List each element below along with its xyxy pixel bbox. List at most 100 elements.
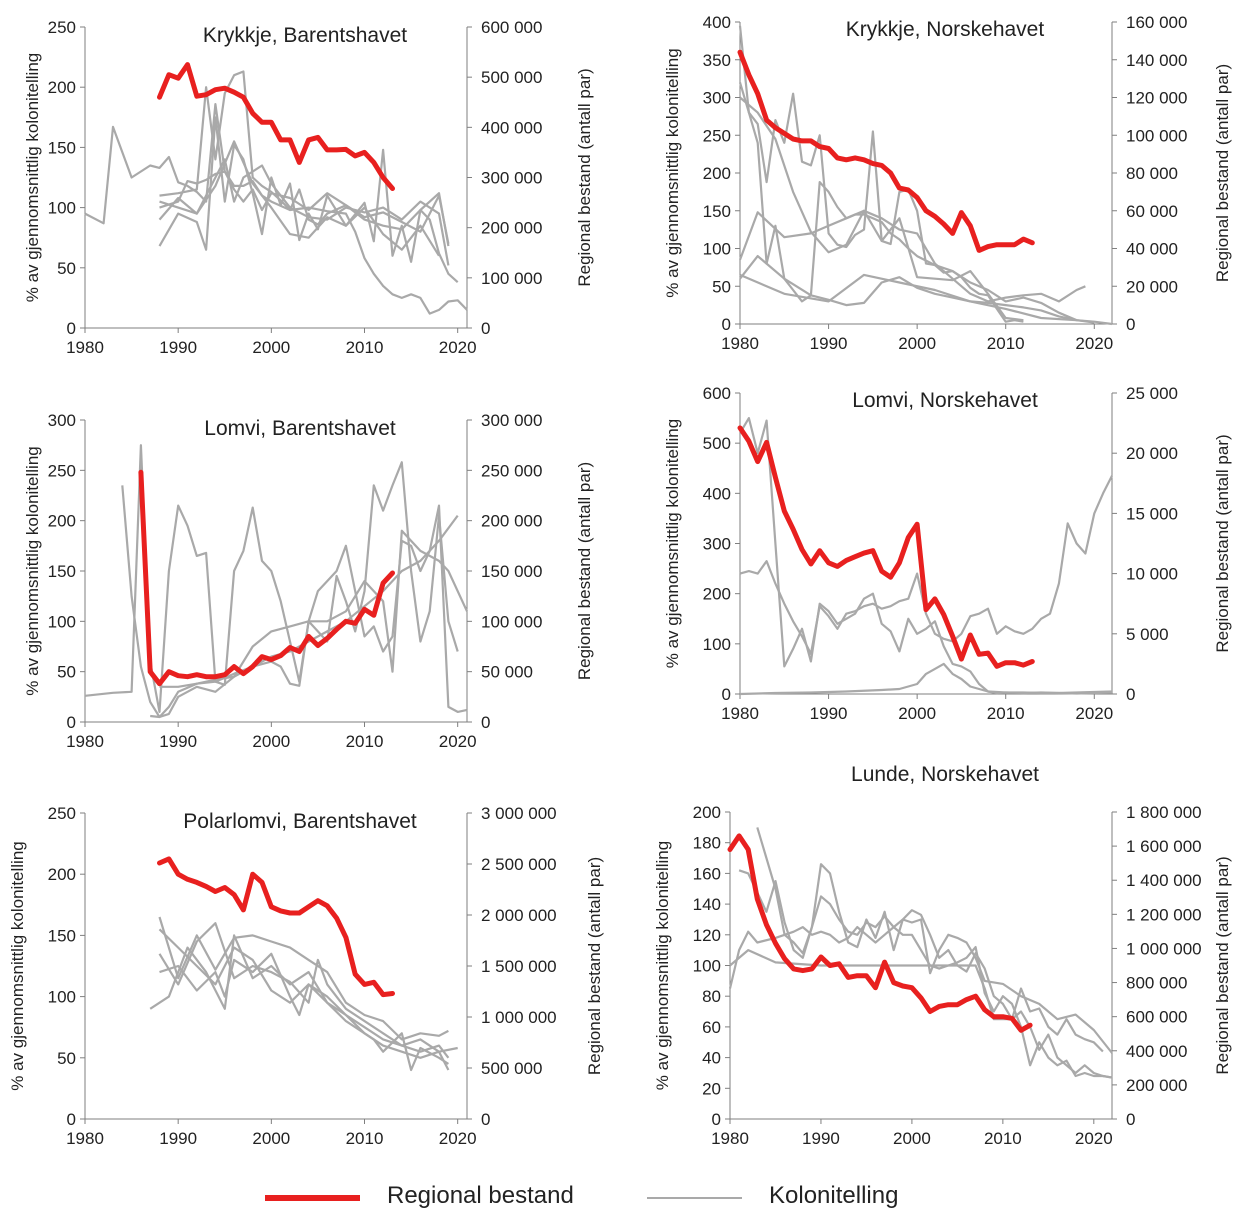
chart-3-y2tick-label: 150 000 — [481, 562, 542, 581]
chart-1-ytick-label: 0 — [67, 319, 76, 338]
chart-4-ytick-label: 100 — [703, 635, 731, 654]
chart-2-ytick-label: 150 — [703, 202, 731, 221]
chart-3-ytick-label: 300 — [48, 411, 76, 430]
chart-3-regional-line — [138, 469, 395, 687]
chart-4-y2tick-label: 5 000 — [1126, 625, 1169, 644]
chart-4-y2tick-label: 15 000 — [1126, 504, 1178, 523]
chart-2-ytick-label: 100 — [703, 240, 731, 259]
chart-3-ytick-label: 50 — [57, 663, 76, 682]
chart-5-ytick-label: 50 — [57, 1049, 76, 1068]
chart-1-y2tick-label: 500 000 — [481, 68, 542, 87]
chart-6-xtick-label: 1980 — [711, 1129, 749, 1148]
chart-2-ytick-label: 50 — [712, 277, 731, 296]
chart-2-xtick-label: 2000 — [898, 334, 936, 353]
chart-3-ytick-label: 250 — [48, 461, 76, 480]
chart-6-colony-line-1 — [728, 925, 1113, 1079]
chart-5-ytick-label: 200 — [48, 865, 76, 884]
chart-6-ytick-label: 120 — [693, 926, 721, 945]
chart-4-xtick-label: 1980 — [721, 704, 759, 723]
chart-3-colony-line-2 — [84, 444, 459, 714]
chart-5-colony-line-5 — [159, 952, 449, 1072]
chart-3-y2tick-label: 100 000 — [481, 612, 542, 631]
chart-6-colony-line-2 — [729, 948, 1113, 1079]
chart-3-title: Lomvi, Barentshavet — [204, 417, 396, 440]
chart-6-xtick-label: 1990 — [802, 1129, 840, 1148]
chart-3-xtick-label: 2000 — [252, 732, 290, 751]
chart-1-colony-line-5 — [158, 158, 450, 266]
chart-3-xtick-label: 2010 — [346, 732, 384, 751]
chart-1-xtick-label: 1980 — [66, 338, 104, 357]
chart-3-y2tick-label: 250 000 — [481, 461, 542, 480]
chart-3-xtick-label: 2020 — [439, 732, 477, 751]
chart-2-y2tick-label: 0 — [1126, 315, 1135, 334]
chart-6-ytick-label: 200 — [693, 803, 721, 822]
chart-1-y2tick-label: 300 000 — [481, 169, 542, 188]
chart-6-ytick-label: 0 — [712, 1110, 721, 1129]
chart-2-title: Krykkje, Norskehavet — [846, 18, 1045, 41]
chart-1-y2tick-label: 400 000 — [481, 118, 542, 137]
chart-6-y2tick-label: 200 000 — [1126, 1076, 1187, 1095]
chart-6-y2tick-label: 1 200 000 — [1126, 905, 1202, 924]
chart-2-y2tick-label: 80 000 — [1126, 164, 1178, 183]
chart-6-colony-line-4 — [756, 827, 1104, 1053]
chart-5-xtick-label: 2000 — [252, 1129, 290, 1148]
chart-4-y2-axis-label: Regional bestand (antall par) — [1213, 434, 1232, 652]
chart-3-ytick-label: 150 — [48, 562, 76, 581]
chart-6-y2tick-label: 1 800 000 — [1126, 803, 1202, 822]
chart-5-ytick-label: 100 — [48, 988, 76, 1007]
chart-4-ytick-label: 400 — [703, 484, 731, 503]
chart-3-y2tick-label: 0 — [481, 713, 490, 732]
chart-6-y2tick-label: 1 000 000 — [1126, 939, 1202, 958]
chart-2-colony-line-6 — [739, 273, 1113, 326]
chart-4-xtick-label: 2020 — [1075, 704, 1113, 723]
chart-2-ytick-label: 200 — [703, 164, 731, 183]
chart-5-y2tick-label: 2 000 000 — [481, 906, 557, 925]
chart-2-regional-line — [737, 49, 1035, 253]
chart-3-ytick-label: 100 — [48, 612, 76, 631]
chart-6-ytick-label: 180 — [693, 834, 721, 853]
chart-4-xtick-label: 1990 — [810, 704, 848, 723]
chart-1-y2tick-label: 100 000 — [481, 269, 542, 288]
chart-5-y2tick-label: 500 000 — [481, 1059, 542, 1078]
chart-6-xtick-label: 2020 — [1075, 1129, 1113, 1148]
chart-5-ytick-label: 150 — [48, 926, 76, 945]
chart-2-y2tick-label: 100 000 — [1126, 126, 1187, 145]
chart-6-ytick-label: 80 — [702, 987, 721, 1006]
chart-3-y2tick-label: 200 000 — [481, 512, 542, 531]
chart-1-colony-line-6 — [159, 140, 440, 257]
chart-3-xtick-label: 1990 — [159, 732, 197, 751]
chart-5-y2tick-label: 2 500 000 — [481, 855, 557, 874]
chart-5-xtick-label: 2010 — [346, 1129, 384, 1148]
chart-4-colony-line-2 — [739, 417, 1113, 695]
chart-2-colony-line-3 — [738, 82, 1078, 322]
chart-4-ytick-label: 600 — [703, 384, 731, 403]
chart-5-y2-axis-label: Regional bestand (antall par) — [585, 857, 604, 1075]
chart-4-ytick-label: 300 — [703, 535, 731, 554]
chart-1-y2-axis-label: Regional bestand (antall par) — [575, 68, 594, 286]
chart-6-y2tick-label: 1 400 000 — [1126, 871, 1202, 890]
chart-4-y2tick-label: 10 000 — [1126, 565, 1178, 584]
chart-6-ytick-label: 40 — [702, 1049, 721, 1068]
chart-2-y2tick-label: 60 000 — [1126, 202, 1178, 221]
chart-6-y-axis-label: % av gjennomsnittlig kolonitelling — [653, 841, 672, 1090]
chart-2-y2tick-label: 20 000 — [1126, 277, 1178, 296]
chart-4-y2tick-label: 25 000 — [1126, 384, 1178, 403]
chart-5-colony-line-1 — [158, 916, 449, 1041]
chart-6-y2-axis-label: Regional bestand (antall par) — [1213, 856, 1232, 1074]
chart-6-ytick-label: 140 — [693, 895, 721, 914]
chart-4-y-axis-label: % av gjennomsnittlig kolonitelling — [663, 419, 682, 668]
chart-1-y2tick-label: 600 000 — [481, 18, 542, 37]
chart-3-ytick-label: 0 — [67, 713, 76, 732]
chart-4-xtick-label: 2000 — [898, 704, 936, 723]
chart-5-xtick-label: 1990 — [159, 1129, 197, 1148]
chart-3-y-axis-label: % av gjennomsnittlig kolonitelling — [23, 446, 42, 695]
chart-6-title: Lunde, Norskehavet — [851, 763, 1039, 786]
chart-2-y2tick-label: 120 000 — [1126, 89, 1187, 108]
chart-2-y2tick-label: 160 000 — [1126, 13, 1187, 32]
chart-5-ytick-label: 250 — [48, 804, 76, 823]
chart-1-ytick-label: 200 — [48, 78, 76, 97]
chart-3-y2tick-label: 50 000 — [481, 663, 533, 682]
chart-1-ytick-label: 250 — [48, 18, 76, 37]
chart-1-xtick-label: 2020 — [439, 338, 477, 357]
chart-2-ytick-label: 350 — [703, 51, 731, 70]
